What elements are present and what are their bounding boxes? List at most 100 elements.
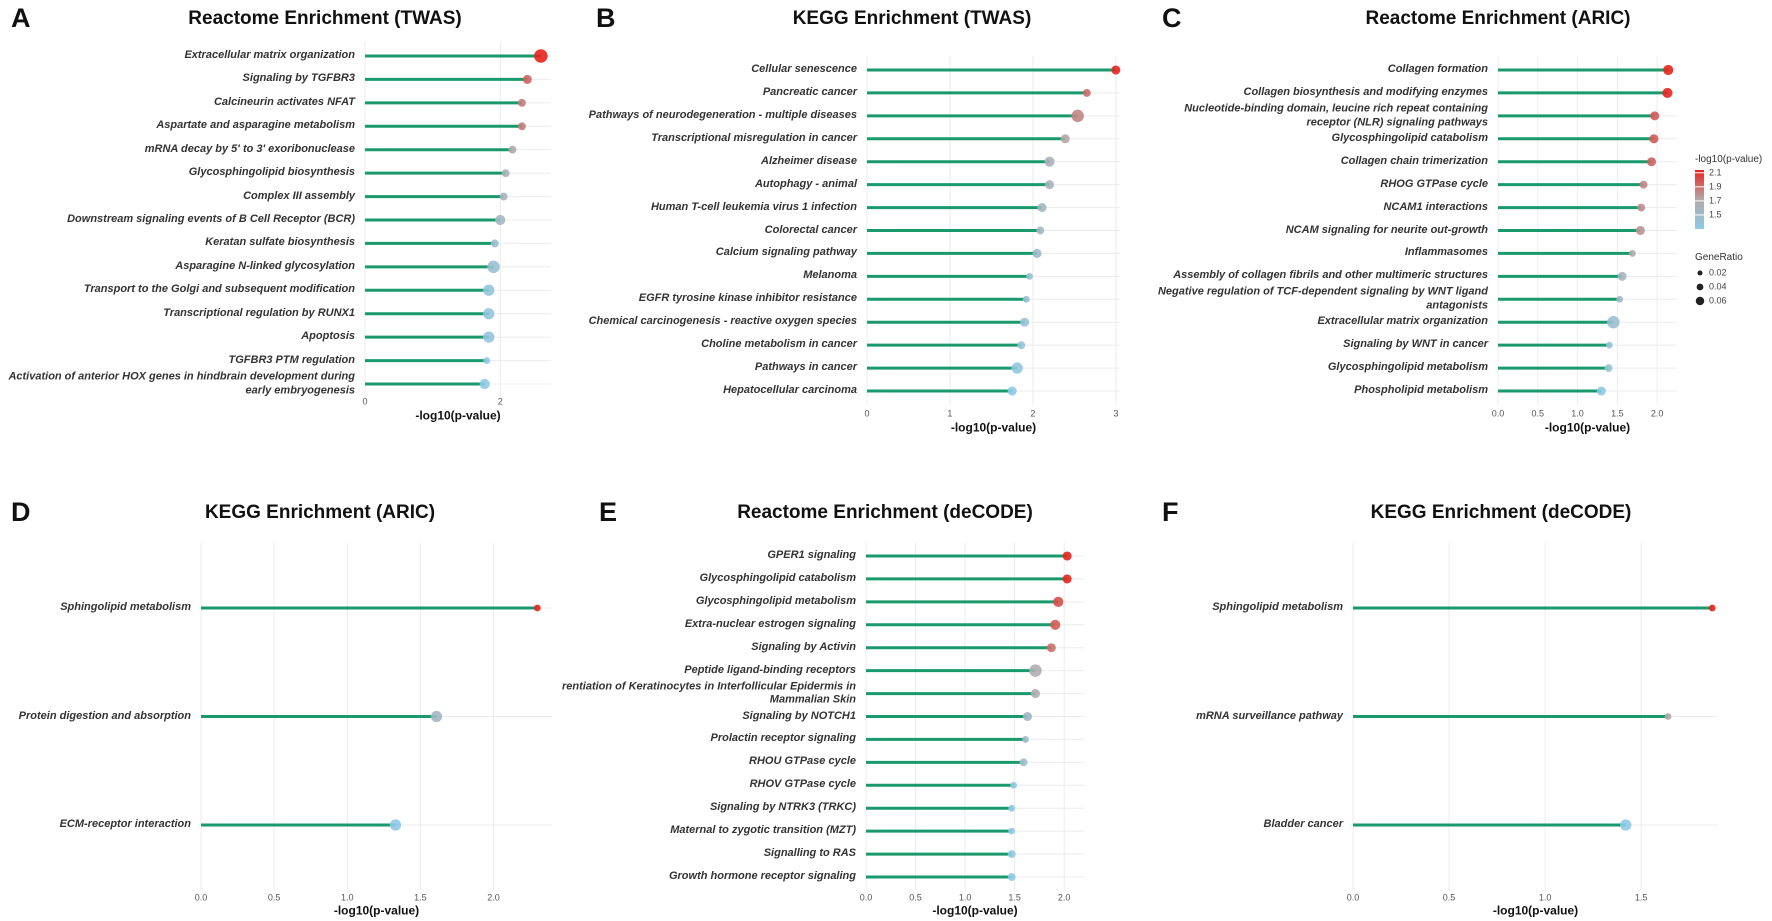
point bbox=[1635, 225, 1645, 236]
point bbox=[1620, 819, 1632, 831]
category-label: Chemical carcinogenesis - reactive oxyge… bbox=[588, 315, 857, 328]
panel: D KEGG Enrichment (ARIC) -log10(p-value) 0.… bbox=[0, 470, 560, 921]
category-label: Aspartate and asparagine metabolism bbox=[156, 119, 355, 132]
x-tick-label: 0.0 bbox=[1346, 892, 1360, 903]
category-label: Glycosphingolipid metabolism bbox=[1327, 361, 1488, 374]
point bbox=[1663, 64, 1674, 76]
colorbar bbox=[1695, 170, 1704, 229]
point bbox=[1637, 203, 1646, 212]
colorbar-label: 1.9 bbox=[1709, 181, 1722, 192]
point bbox=[479, 378, 490, 390]
category-label: Collagen formation bbox=[1387, 63, 1488, 76]
category-label: Keratan sulfate biosynthesis bbox=[205, 236, 355, 249]
category-label: Calcium signaling pathway bbox=[715, 246, 857, 259]
panel: F KEGG Enrichment (deCODE) -log10(p-value)… bbox=[1150, 470, 1772, 921]
point bbox=[1011, 362, 1023, 374]
category-label: Glycosphingolipid catabolism bbox=[699, 572, 856, 585]
category-label: Peptide ligand-binding receptors bbox=[684, 663, 856, 676]
x-axis-label: -log10(p-value) bbox=[1544, 420, 1631, 435]
category-label: RHOV GTPase cycle bbox=[749, 778, 856, 791]
point bbox=[1037, 203, 1047, 213]
legend-size bbox=[1696, 283, 1704, 291]
legend-label: 0.04 bbox=[1709, 281, 1727, 292]
point bbox=[1604, 364, 1613, 373]
category-label: Pathways of neurodegeneration - multiple… bbox=[588, 108, 857, 121]
x-axis-label: -log10(p-value) bbox=[333, 903, 420, 918]
point bbox=[1008, 827, 1016, 835]
point bbox=[1111, 65, 1121, 75]
x-tick-label: 1.0 bbox=[340, 892, 354, 903]
category-label: Signaling by NTRK3 (TRKC) bbox=[709, 801, 856, 814]
point bbox=[1629, 250, 1636, 257]
point bbox=[1007, 386, 1017, 396]
point bbox=[1017, 341, 1026, 350]
category-label: Prolactin receptor signaling bbox=[710, 732, 856, 745]
x-tick-label: 1.0 bbox=[1538, 892, 1552, 903]
panel: B KEGG Enrichment (TWAS) -log10(p-value) 0 1… bbox=[562, 0, 1150, 460]
point bbox=[533, 604, 541, 612]
point bbox=[1060, 134, 1070, 144]
category-label: Autophagy - animal bbox=[754, 177, 857, 190]
point bbox=[1022, 295, 1030, 303]
category-label: NCAM1 interactions bbox=[1383, 200, 1488, 213]
category-label: Differentiation of Keratinocytes in Inte… bbox=[562, 679, 856, 706]
point bbox=[1007, 850, 1016, 859]
point bbox=[1019, 758, 1028, 767]
point bbox=[483, 331, 495, 343]
point bbox=[487, 260, 500, 274]
category-label: Apoptosis bbox=[301, 330, 355, 343]
point bbox=[430, 710, 443, 723]
x-tick-label: 2 bbox=[497, 396, 503, 407]
plot bbox=[200, 542, 552, 891]
category-label: TGFBR3 PTM regulation bbox=[228, 353, 356, 366]
chart-title: KEGG Enrichment (deCODE) bbox=[1370, 502, 1632, 524]
point bbox=[1607, 315, 1620, 329]
category-label: RHOU GTPase cycle bbox=[749, 755, 856, 768]
x-tick-label: 1.5 bbox=[414, 892, 427, 903]
category-label: Sphingolipid metabolism bbox=[1212, 601, 1343, 614]
x-tick-label: 0.5 bbox=[1442, 892, 1456, 903]
x-tick-label: 0 bbox=[362, 396, 368, 407]
point bbox=[1650, 111, 1660, 121]
x-tick-label: 2.0 bbox=[1650, 408, 1664, 419]
category-label: Transcriptional regulation by RUNX1 bbox=[163, 306, 355, 319]
panel-label: F bbox=[1162, 497, 1179, 528]
legend-label: 0.02 bbox=[1709, 267, 1727, 278]
category-label: Assembly of collagen fibrils and other m… bbox=[1173, 269, 1488, 282]
plot bbox=[865, 542, 1084, 891]
category-label: Pancreatic cancer bbox=[762, 86, 857, 99]
legend-size bbox=[1695, 296, 1705, 306]
point bbox=[483, 308, 495, 320]
panel-label: C bbox=[1162, 3, 1182, 34]
category-label: Signalling to RAS bbox=[763, 847, 856, 860]
category-label: Transport to the Golgi and subsequent mo… bbox=[83, 283, 355, 296]
plot bbox=[1497, 56, 1705, 405]
category-label: Collagen chain trimerization bbox=[1340, 154, 1488, 167]
category-label: Bladder cancer bbox=[1263, 818, 1343, 831]
point bbox=[1062, 574, 1072, 584]
legend-title: -log10(p-value) bbox=[1695, 153, 1763, 165]
point bbox=[490, 239, 499, 248]
point bbox=[1082, 88, 1091, 97]
category-label: EGFR tyrosine kinase inhibitor resistanc… bbox=[638, 292, 857, 305]
point bbox=[1639, 180, 1648, 189]
x-tick-label: 0.0 bbox=[194, 892, 208, 903]
legend-label: 0.06 bbox=[1709, 295, 1727, 306]
category-label: Extracellular matrix organization bbox=[184, 49, 355, 62]
point bbox=[1044, 180, 1055, 190]
category-label: Extra-nuclear estrogen signaling bbox=[684, 617, 856, 630]
x-tick-label: 1.5 bbox=[1634, 892, 1648, 903]
point bbox=[1062, 551, 1072, 561]
x-tick-label: 1.0 bbox=[1571, 408, 1584, 419]
plot bbox=[1352, 542, 1718, 891]
x-axis-label: -log10(p-value) bbox=[950, 420, 1037, 435]
point bbox=[517, 122, 526, 131]
x-axis-label: -log10(p-value) bbox=[932, 903, 1018, 918]
point bbox=[483, 357, 491, 364]
category-label: Complex III assembly bbox=[243, 189, 355, 202]
category-label: Downstream signaling events of B Cell Re… bbox=[67, 213, 355, 226]
category-label: Glycosphingolipid biosynthesis bbox=[188, 166, 355, 179]
category-label: Glycosphingolipid metabolism bbox=[695, 594, 856, 607]
legend-title: GeneRatio bbox=[1695, 251, 1743, 263]
